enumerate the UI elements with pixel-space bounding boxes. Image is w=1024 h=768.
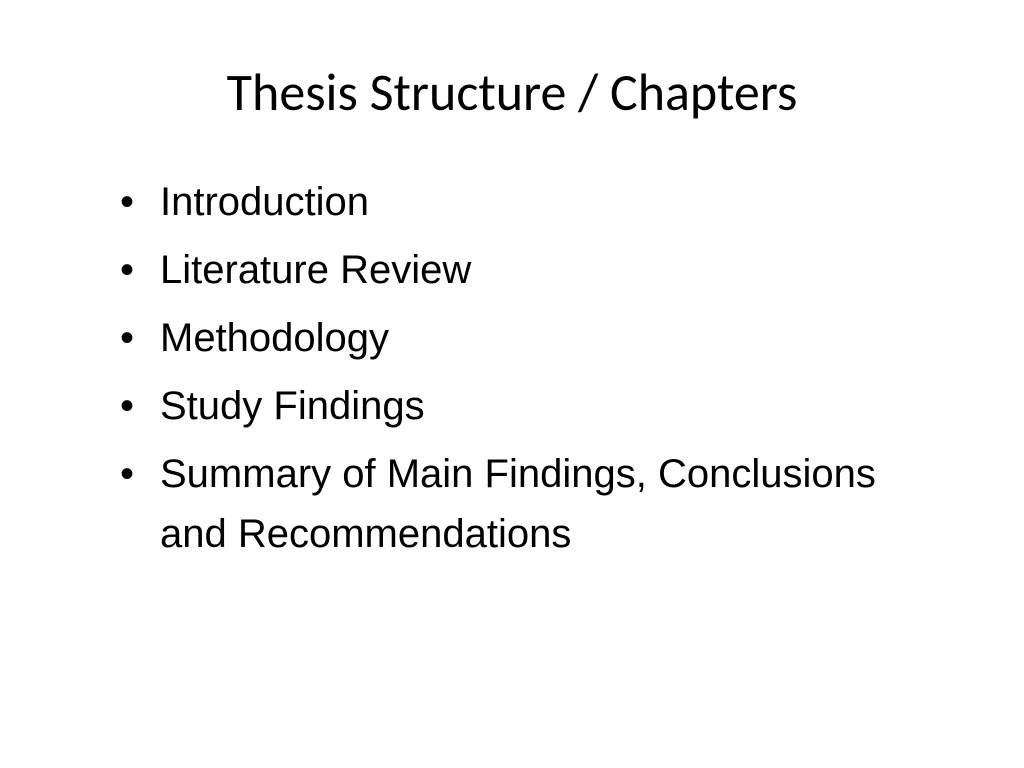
slide-title: Thesis Structure / Chapters: [80, 60, 944, 124]
bullet-list: Introduction Literature Review Methodolo…: [80, 172, 944, 564]
slide-container: Thesis Structure / Chapters Introduction…: [0, 0, 1024, 768]
bullet-item: Methodology: [120, 308, 944, 368]
bullet-item: Summary of Main Findings, Conclusions an…: [120, 444, 944, 564]
bullet-item: Literature Review: [120, 240, 944, 300]
bullet-item: Study Findings: [120, 376, 944, 436]
bullet-item: Introduction: [120, 172, 944, 232]
